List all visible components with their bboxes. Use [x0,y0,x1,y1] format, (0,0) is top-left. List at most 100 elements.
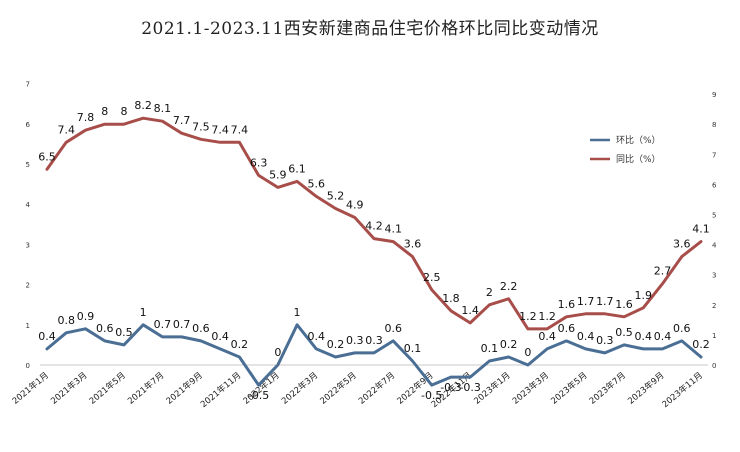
data-label-tongbi: 6.1 [288,162,306,175]
data-label-huanbi: 0.6 [384,322,402,335]
data-label-huanbi: 0.6 [558,322,576,335]
data-label-huanbi: 0.7 [173,318,191,331]
y-left-tick: 3 [26,241,30,249]
data-label-tongbi: 8 [120,105,127,118]
data-label-tongbi: 4.1 [692,223,710,236]
data-label-tongbi: 8.2 [134,99,152,112]
legend-label: 同比（%） [616,153,661,165]
data-label-huanbi: 0.4 [38,330,56,343]
y-left-tick: 1 [26,322,30,330]
data-label-tongbi: 1.9 [635,289,653,302]
data-label-tongbi: 7.4 [211,123,229,136]
series-line-tongbi [45,116,703,331]
x-tick-label: 2023年5月 [549,370,590,407]
data-label-huanbi: 0 [524,346,531,359]
x-tick-label: 2023年9月 [626,370,667,407]
data-label-huanbi: 0.1 [481,342,499,355]
data-label-tongbi: 2.2 [500,280,518,293]
data-label-tongbi: 2.7 [654,265,672,278]
data-label-huanbi: 0.4 [308,330,326,343]
data-label-tongbi: 5.6 [308,177,326,190]
data-label-huanbi: 0.4 [538,330,556,343]
data-label-tongbi: 3.6 [404,238,422,251]
data-label-huanbi: 0.4 [654,330,672,343]
data-label-huanbi: 0.4 [577,330,595,343]
y-right-tick: 0 [712,362,716,370]
data-label-tongbi: 1.6 [558,298,576,311]
data-label-huanbi: 0.5 [615,326,633,339]
y-right-tick: 7 [712,151,716,159]
data-label-tongbi: 6.3 [250,156,268,169]
chart-title: 2021.1-2023.11西安新建商品住宅价格环比同比变动情况 [141,19,599,39]
data-label-tongbi: 3.6 [673,238,691,251]
data-label-tongbi: 1.2 [538,310,556,323]
y-left-tick: 0 [26,362,30,370]
y-right-tick: 9 [712,91,716,99]
data-label-huanbi: -0.3 [459,381,480,394]
y-left-tick: 7 [26,81,30,89]
x-tick-label: 2022年5月 [318,370,359,407]
y-right-tick: 6 [712,181,717,189]
data-label-huanbi: 0.6 [673,322,691,335]
y-right-tick: 5 [712,212,716,220]
data-label-tongbi: 2.5 [423,271,441,284]
data-label-tongbi: 1.2 [519,310,537,323]
x-tick-label: 2022年7月 [356,370,397,407]
x-tick-label: 2021年3月 [49,370,90,407]
y-left-tick: 6 [26,121,31,129]
data-label-huanbi: 0.1 [404,342,422,355]
x-tick-label: 2021年11月 [198,370,243,410]
data-label-huanbi: 0.3 [596,334,614,347]
data-label-huanbi: 0.9 [77,310,95,323]
data-label-tongbi: 2 [486,286,493,299]
data-label-tongbi: 1.8 [442,292,460,305]
data-label-tongbi: 7.4 [57,123,75,136]
x-tick-label: 2021年7月 [126,370,167,407]
series-line-huanbi [45,323,703,387]
x-tick-label: 2022年3月 [279,370,320,407]
y-left-tick: 2 [26,282,30,290]
data-label-huanbi: 1 [294,306,301,319]
y-left-tick: 4 [26,201,31,209]
x-tick-label: 2021年5月 [87,370,128,407]
y-right-tick: 3 [712,272,716,280]
data-label-huanbi: 0.4 [211,330,229,343]
data-label-huanbi: -0.5 [248,389,269,402]
data-label-tongbi: 4.2 [365,220,383,233]
data-label-huanbi: 0.2 [692,338,710,351]
data-label-huanbi: 0.8 [57,314,75,327]
x-tick-label: 2021年9月 [164,370,205,407]
data-label-tongbi: 7.5 [192,120,210,133]
data-label-tongbi: 4.1 [384,223,402,236]
data-label-huanbi: -0.3 [440,381,461,394]
data-label-tongbi: 5.9 [269,168,287,181]
data-label-huanbi: 0.6 [192,322,210,335]
data-label-huanbi: 0.5 [115,326,133,339]
data-label-tongbi: 4.9 [346,199,364,212]
data-label-huanbi: 0.3 [346,334,364,347]
x-tick-label: 2021年1月 [10,370,51,407]
data-label-tongbi: 1.4 [461,304,479,317]
y-right-tick: 2 [712,302,716,310]
data-label-huanbi: 0.6 [96,322,114,335]
data-label-huanbi: 0.2 [327,338,345,351]
data-label-huanbi: -0.5 [421,389,442,402]
data-label-huanbi: 0.4 [635,330,653,343]
data-label-tongbi: 8 [101,105,108,118]
y-right-tick: 4 [712,242,717,250]
data-label-tongbi: 7.4 [231,123,249,136]
data-label-tongbi: 7.8 [77,111,95,124]
data-label-huanbi: 1 [140,306,147,319]
x-tick-label: 2023年11月 [660,370,705,410]
data-label-tongbi: 1.7 [577,295,595,308]
x-tick-label: 2023年7月 [587,370,628,407]
data-label-tongbi: 1.6 [615,298,633,311]
data-label-tongbi: 5.2 [327,189,345,202]
y-right-tick: 8 [712,121,716,129]
data-label-tongbi: 1.7 [596,295,614,308]
data-label-tongbi: 6.5 [38,150,56,163]
data-label-huanbi: 0.7 [154,318,172,331]
x-tick-label: 2023年3月 [510,370,551,407]
